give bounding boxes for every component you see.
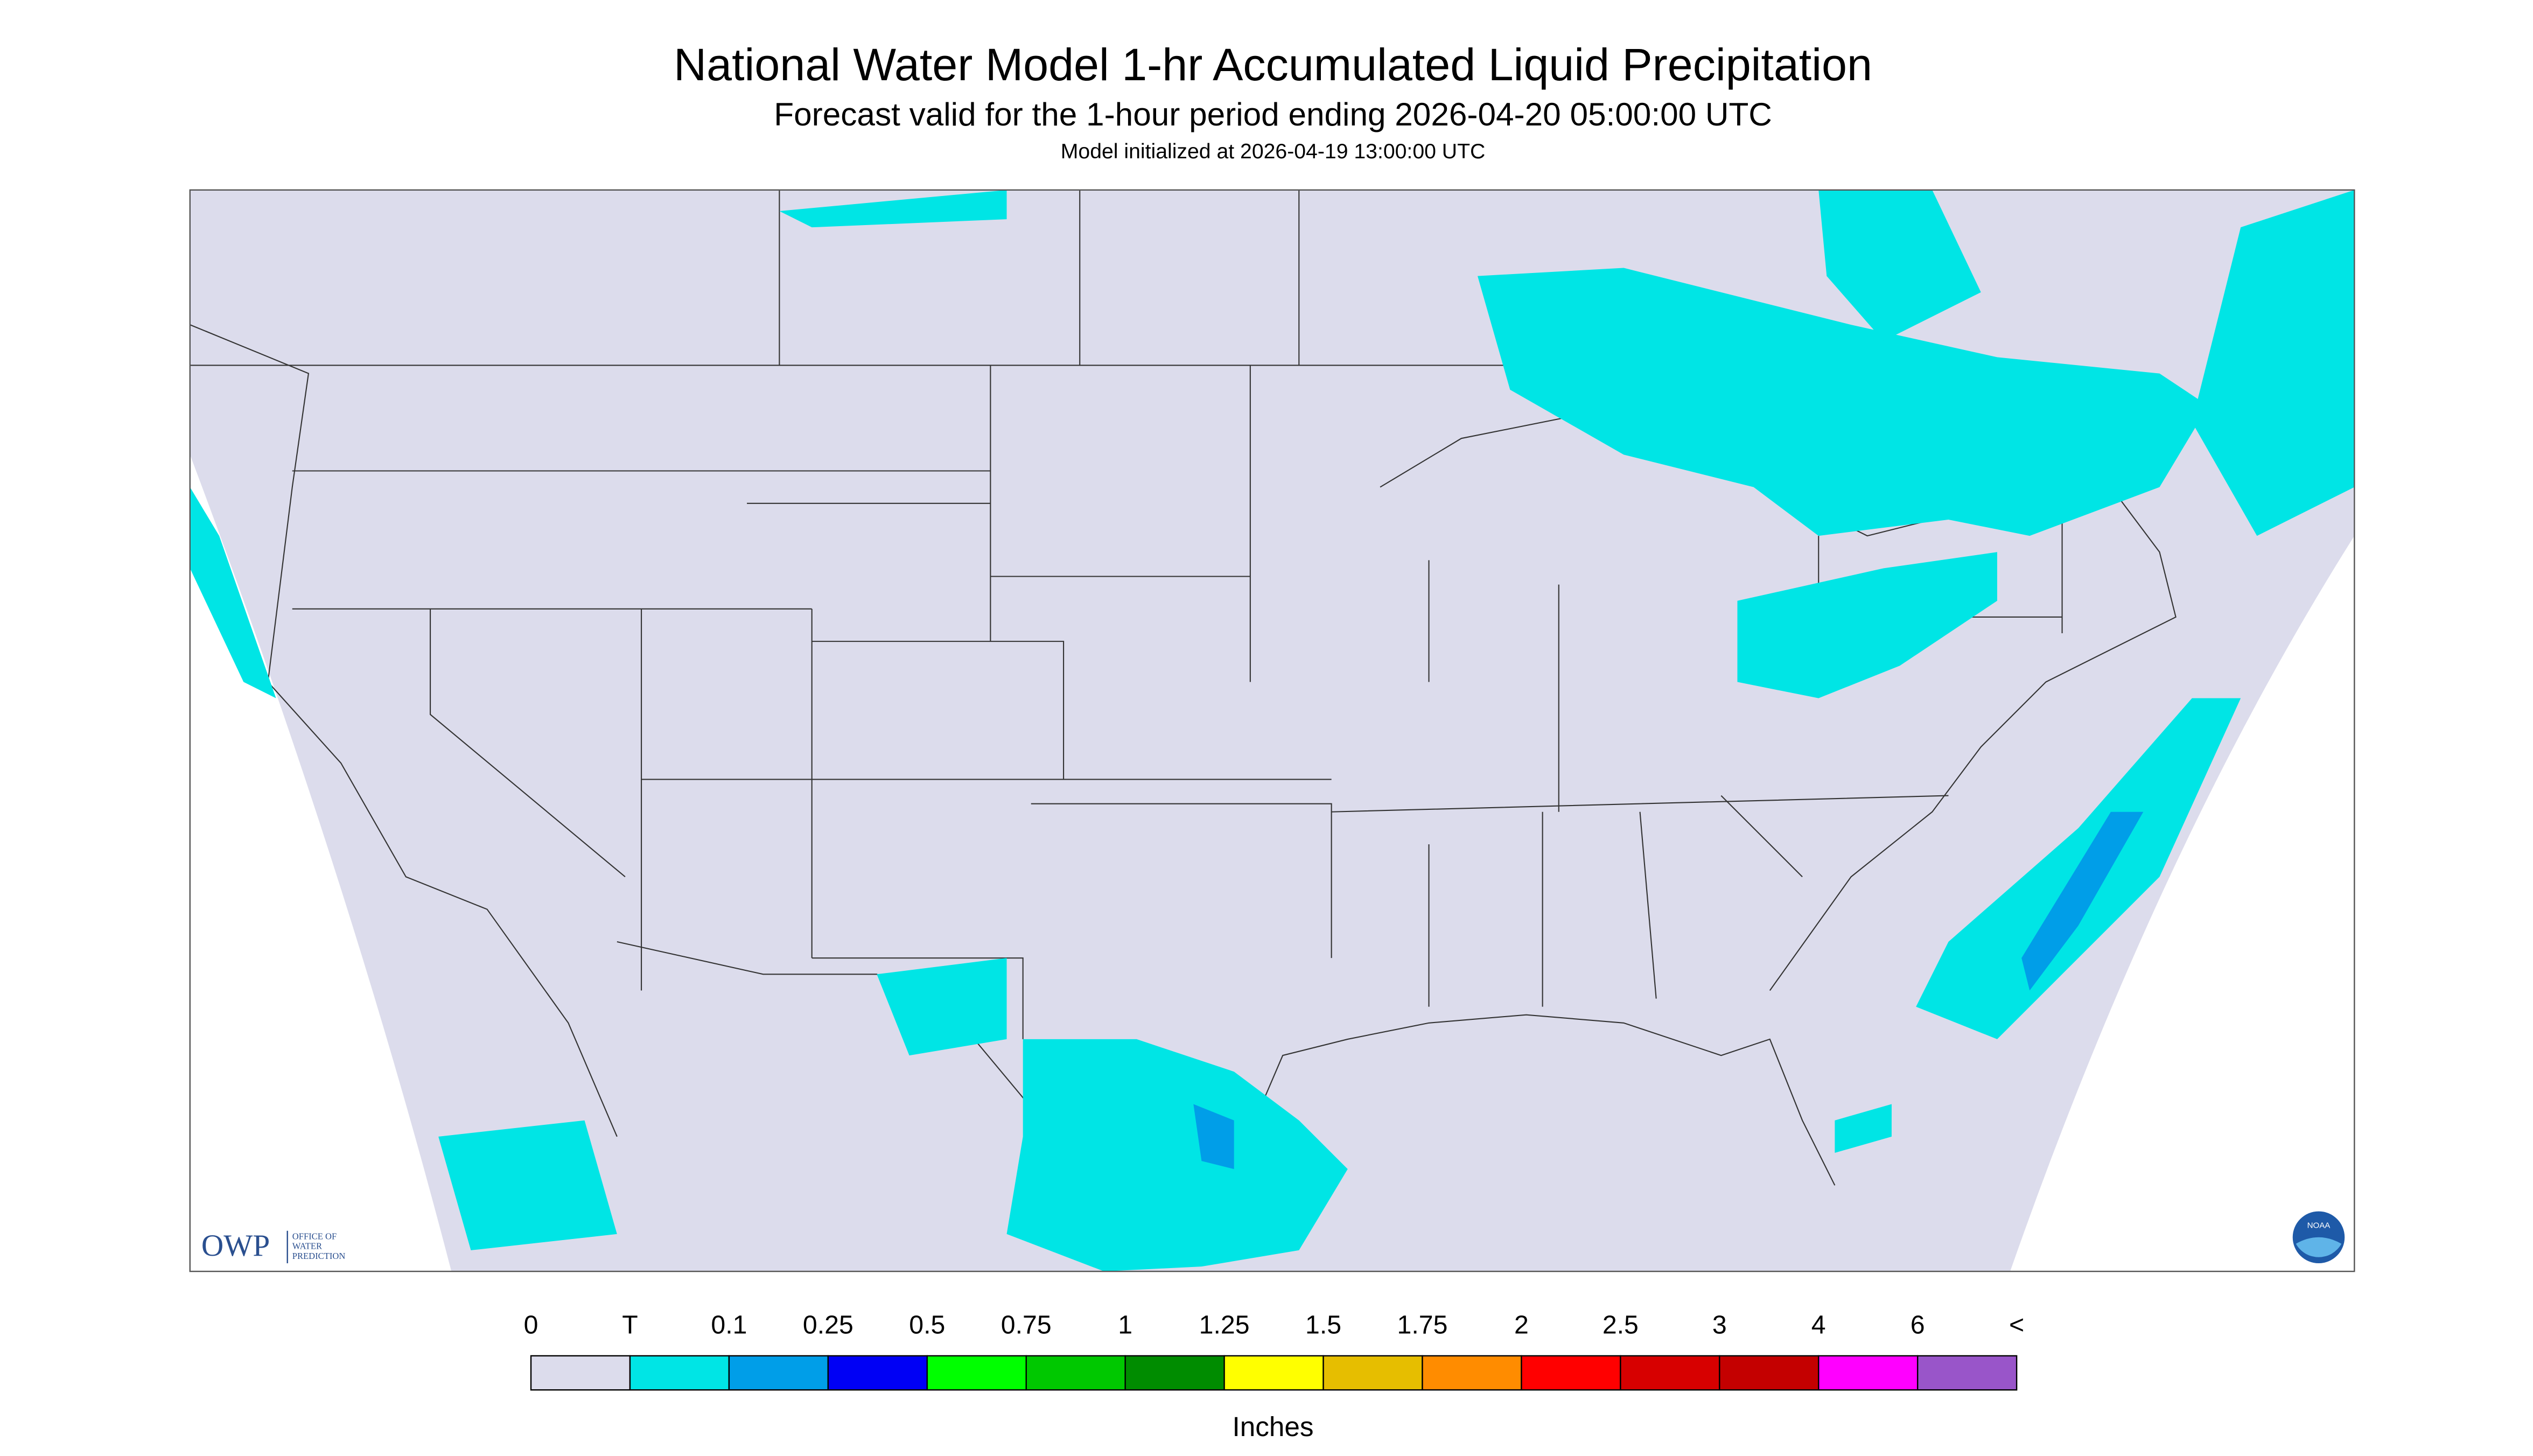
legend: 0 T 0.1 0.25 0.5 0.75 1 1.25 1.5 1.75 2 2.5 3 4 6 < [524,1310,2024,1391]
rain-area-heavy [2021,811,2144,991]
legend-swatch [1521,1355,1621,1391]
legend-swatch [926,1355,1027,1391]
rain-area [877,958,1007,1056]
legend-label: 4 [1811,1310,1826,1339]
map-panel: OWP OFFICE OF WATER PREDICTION NOAA [189,189,2355,1272]
legend-label: < [2009,1310,2024,1339]
rain-area [779,190,1007,228]
legend-swatch [629,1355,730,1391]
legend-label: 3 [1712,1310,1727,1339]
legend-swatch [1916,1355,2018,1391]
owp-logo: OWP OFFICE OF WATER PREDICTION [201,1229,346,1264]
rain-area [2192,190,2355,536]
legend-swatch [827,1355,928,1391]
rain-area [1478,268,2208,536]
rain-area-heavy [1193,1104,1234,1170]
legend-label: 0 [524,1310,538,1339]
owp-office: WATER [292,1241,323,1251]
legend-label: 1.75 [1397,1310,1448,1339]
owp-mark: OWP [201,1229,270,1263]
rain-area [1737,552,1997,698]
rain-area [1818,190,1981,341]
legend-swatch [1223,1355,1324,1391]
legend-label: 1.5 [1305,1310,1341,1339]
legend-swatch [728,1355,829,1391]
legend-label: 1.25 [1199,1310,1250,1339]
noaa-wave [2296,1237,2342,1257]
rain-area [190,487,276,698]
noaa-text: NOAA [2307,1221,2331,1230]
legend-label: 2 [1514,1310,1529,1339]
legend-label: 0.5 [909,1310,945,1339]
legend-swatch [530,1355,631,1391]
precipitation [190,190,2355,1272]
map-frame [189,189,2355,1272]
legend-swatch [1422,1355,1522,1391]
legend-label: 0.1 [711,1310,747,1339]
legend-swatch [1124,1355,1225,1391]
legend-label: 0.25 [803,1310,853,1339]
subtitle: Forecast valid for the 1-hour period end… [774,96,1772,132]
noaa-logo: NOAA [2292,1211,2345,1264]
rain-area [1006,1039,1348,1272]
legend-label: 2.5 [1603,1310,1639,1339]
legend-label: 0.75 [1001,1310,1052,1339]
borders [190,190,2177,1186]
legend-swatch [1719,1355,1820,1391]
owp-office: OFFICE OF [292,1231,337,1242]
legend-unit: Inches [1233,1411,1314,1442]
rain-area [438,1120,617,1250]
legend-label: 1 [1118,1310,1132,1339]
legend-label: T [622,1310,638,1339]
legend-swatch [1620,1355,1720,1391]
legend-swatch [1323,1355,1423,1391]
owp-office: PREDICTION [292,1251,346,1261]
coastlines [190,190,2177,1186]
title: National Water Model 1-hr Accumulated Li… [674,39,1872,90]
legend-swatch [1818,1355,1919,1391]
legend-label: 6 [1911,1310,1925,1339]
init-time: Model initialized at 2026-04-19 13:00:00… [1061,140,1486,163]
legend-swatch [1025,1355,1126,1391]
